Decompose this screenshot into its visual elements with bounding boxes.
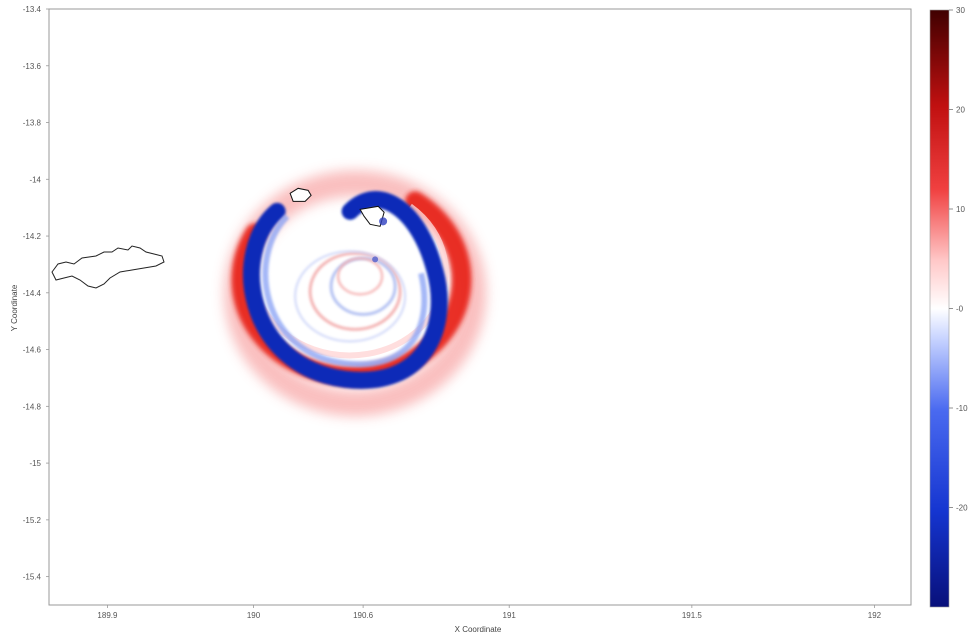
blue-spot (379, 217, 388, 226)
island-outline (359, 205, 385, 227)
wave-field (51, 170, 487, 417)
y-tick-label: -13.4 (23, 5, 42, 14)
blue-spot (372, 256, 379, 263)
colorbar-tick-label: -0 (956, 305, 964, 314)
colorbar-tick-label: 30 (956, 6, 965, 15)
colorbar-ticks: 30 20 10 -0 -10 -20 (949, 6, 968, 513)
inner-blue-wavefront (243, 191, 448, 389)
interference-swirl (294, 250, 407, 343)
colorbar (929, 9, 950, 608)
y-tick-label: -14.8 (23, 402, 42, 411)
x-tick-label: 191 (503, 611, 517, 620)
x-tick-label: 190 (247, 611, 261, 620)
colorbar-tick-label: 10 (956, 205, 965, 214)
x-axis-label: X Coordinate (455, 625, 502, 634)
y-axis-label: Y Coordinate (10, 284, 19, 331)
y-tick-label: -14.2 (23, 232, 42, 241)
colorbar-tick-label: -20 (956, 504, 968, 513)
y-tick-label: -14.4 (23, 289, 42, 298)
x-tick-label: 189.9 (97, 611, 118, 620)
inner-blue-edge (262, 214, 428, 368)
y-tick-label: -15.4 (23, 573, 42, 582)
x-tick-label: 192 (868, 611, 882, 620)
colorbar-tick-label: -10 (956, 404, 968, 413)
y-tick-label: -14 (29, 175, 41, 184)
y-axis: -13.4 -13.6 -13.8 -14 -14.2 -14.4 -14.6 -14.8 -1… (23, 5, 49, 582)
y-tick-label: -14.6 (23, 346, 42, 355)
colorbar-tick-label: 20 (956, 106, 965, 115)
y-tick-label: -13.6 (23, 62, 42, 71)
y-tick-label: -15.2 (23, 516, 42, 525)
y-tick-label: -15 (29, 459, 41, 468)
x-axis: 189.9 190 190.6 191 191.5 192 (97, 605, 882, 620)
x-tick-label: 190.6 (353, 611, 374, 620)
island-outline (289, 187, 312, 202)
island-coastline (51, 245, 165, 289)
interference-swirl (308, 251, 402, 331)
interference-swirl (336, 257, 384, 296)
y-tick-label: -13.8 (23, 119, 42, 128)
x-tick-label: 191.5 (682, 611, 703, 620)
